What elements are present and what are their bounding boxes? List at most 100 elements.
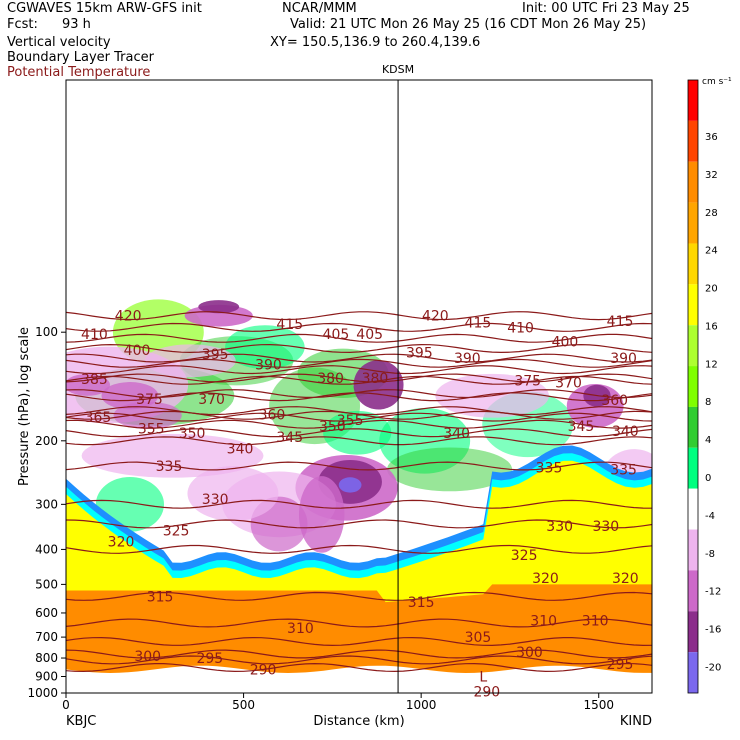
theta-contour (66, 419, 652, 429)
colorbar: cm s⁻¹ 36 32 28 24 20 16 12 8 4 0 -4 -8 -12 -16 -20 (687, 77, 732, 694)
axes: KDSM 0 500 1000 1500 100 200 300 400 500 600 700 800… (17, 63, 653, 729)
header-model: CGWAVES 15km ARW-GFS init (7, 1, 202, 16)
contour-label: 370 (555, 376, 582, 392)
colorbar-segment (688, 488, 698, 530)
field-potential-temperature: Potential Temperature (7, 65, 151, 80)
contour-label: 395 (406, 346, 433, 362)
contour-label: 415 (607, 314, 634, 330)
theta-contour (66, 655, 652, 665)
contour-label: 290 (473, 684, 500, 700)
contour-label: 395 (202, 347, 229, 363)
y-tick-label: 800 (35, 651, 58, 665)
contour-label: 340 (612, 424, 639, 440)
contour-label: 300 (134, 649, 161, 665)
contour-label: 345 (568, 419, 595, 435)
theta-contour (66, 322, 652, 332)
bl-band-orange (66, 584, 652, 693)
colorbar-tick-label: 28 (705, 208, 718, 219)
y-tick-label: 300 (35, 497, 58, 511)
velocity-blob (298, 476, 345, 553)
fcst-value: 93 h (62, 17, 91, 32)
fcst-label: Fcst: (7, 17, 38, 32)
contour-label: 295 (196, 651, 223, 667)
colorbar-segment (688, 366, 698, 407)
contour-label: 400 (124, 343, 151, 359)
theta-contour (66, 436, 652, 446)
y-tick-label: 600 (35, 606, 58, 620)
contour-label: 410 (507, 320, 534, 336)
theta-contour (66, 649, 652, 659)
contour-label: 305 (465, 630, 492, 646)
theta-contour (66, 591, 652, 601)
contour-label: 310 (582, 614, 609, 630)
y-tick-label: 400 (35, 542, 58, 556)
theta-contour (66, 636, 652, 647)
y-axis-label: Pressure (hPa), log scale (17, 327, 32, 486)
colorbar-tick-label: 12 (705, 359, 718, 370)
colorbar-segment (688, 406, 698, 448)
contour-labels: 420 415 405 405 420 415 410 415 410 400 395 390 380 3… (81, 309, 639, 701)
left-station-label: KBJC (66, 714, 96, 729)
contour-label: 345 (276, 430, 303, 446)
colorbar-segment (688, 161, 698, 203)
contour-label: 380 (362, 371, 389, 387)
colorbar-frame (687, 79, 699, 694)
theta-contour (66, 428, 652, 438)
velocity-blob (81, 433, 264, 478)
header-init: Init: 00 UTC Fri 23 May 25 (522, 1, 690, 16)
colorbar-segment (688, 652, 698, 693)
contour-label: 335 (156, 459, 183, 475)
contour-label: 400 (552, 334, 579, 350)
velocity-blob (338, 477, 362, 493)
contour-label: 340 (227, 441, 254, 457)
colorbar-tick-label: -16 (705, 625, 721, 636)
contour-label: 355 (337, 413, 364, 429)
contour-label: 350 (179, 426, 206, 442)
colorbar-tick-label: 0 (705, 473, 711, 484)
contour-label: 420 (115, 309, 142, 325)
y-tick-label: 1000 (27, 686, 58, 700)
contour-label: 410 (81, 327, 108, 343)
contour-label: 355 (138, 422, 165, 438)
field-boundary-layer-tracer: Boundary Layer Tracer (7, 50, 154, 65)
velocity-blob (323, 410, 392, 455)
colorbar-tick-label: 24 (705, 246, 718, 257)
theta-contour (66, 358, 652, 368)
theta-contours (66, 311, 652, 673)
contour-label: 320 (612, 571, 639, 587)
theta-contour (66, 406, 652, 416)
contour-label: 405 (356, 327, 383, 343)
field-vertical-velocity: Vertical velocity (7, 35, 111, 50)
y-tick-label: 200 (35, 434, 58, 448)
theta-contour (66, 519, 652, 529)
contour-label: 415 (465, 315, 492, 331)
velocity-blob (198, 300, 240, 314)
x-tick-label: 1000 (406, 698, 437, 712)
colorbar-segment (688, 284, 698, 326)
theta-contour (66, 375, 652, 385)
theta-contour (66, 618, 652, 628)
contour-label: 320 (108, 534, 135, 550)
x-tick-label: 0 (62, 698, 70, 712)
contour-label: 300 (516, 645, 543, 661)
colorbar-tick-label: -4 (705, 511, 715, 522)
y-tick-label: 500 (35, 577, 58, 591)
colorbar-segment (688, 80, 698, 121)
right-station-label: KIND (620, 714, 652, 729)
y-tick-label: 100 (35, 325, 58, 339)
theta-contour (66, 544, 652, 554)
contour-label: 390 (255, 358, 282, 374)
colorbar-segment (688, 243, 698, 285)
contour-label: 325 (511, 548, 538, 564)
colorbar-tick-label: 20 (705, 284, 718, 295)
contour-label: 375 (514, 373, 541, 389)
colorbar-tick-label: 8 (705, 397, 711, 408)
colorbar-segment (688, 611, 698, 653)
theta-contour (66, 373, 652, 383)
velocity-blob (187, 466, 279, 521)
theta-contour (66, 343, 652, 354)
contour-label: 365 (85, 410, 112, 426)
contour-label: 420 (422, 309, 449, 325)
colorbar-segment (688, 325, 698, 367)
